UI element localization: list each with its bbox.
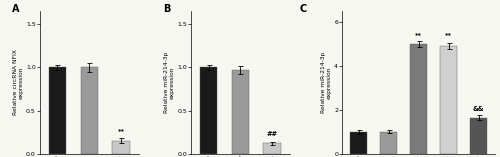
Bar bbox=[200, 67, 218, 154]
Y-axis label: Relative miR-214-3p
expression: Relative miR-214-3p expression bbox=[164, 52, 175, 113]
Bar bbox=[48, 67, 66, 154]
Text: C: C bbox=[300, 4, 306, 14]
Text: A: A bbox=[12, 4, 20, 14]
Bar bbox=[264, 143, 281, 154]
Y-axis label: Relative miR-214-3p
expression: Relative miR-214-3p expression bbox=[320, 52, 332, 113]
Bar bbox=[232, 70, 249, 154]
Bar bbox=[80, 67, 98, 154]
Bar bbox=[440, 46, 457, 154]
Text: ##: ## bbox=[266, 130, 278, 137]
Bar bbox=[112, 141, 130, 154]
Bar bbox=[470, 118, 487, 154]
Bar bbox=[410, 44, 427, 154]
Text: **: ** bbox=[445, 33, 452, 39]
Bar bbox=[350, 132, 367, 154]
Y-axis label: Relative circRNA NFIX
expression: Relative circRNA NFIX expression bbox=[13, 49, 24, 115]
Text: **: ** bbox=[415, 33, 422, 39]
Text: &&: && bbox=[473, 106, 484, 112]
Text: B: B bbox=[164, 4, 171, 14]
Text: **: ** bbox=[118, 129, 124, 135]
Bar bbox=[380, 132, 397, 154]
